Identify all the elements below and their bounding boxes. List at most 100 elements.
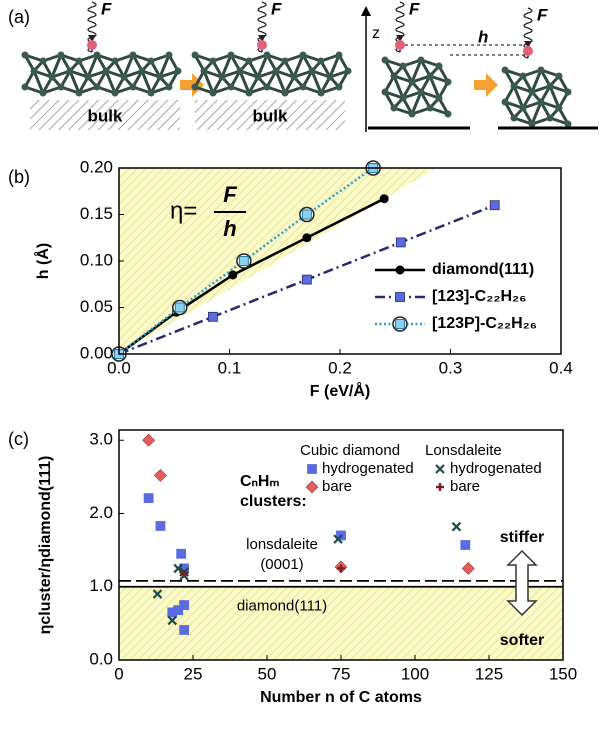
atom xyxy=(528,120,536,128)
atom xyxy=(546,82,554,90)
loaded-atom xyxy=(395,40,405,50)
x-tick-label: 75 xyxy=(332,664,351,683)
bond xyxy=(428,75,441,99)
y-tick-label: 0.10 xyxy=(80,250,113,269)
point xyxy=(392,316,408,332)
legend-label: diamond(111) xyxy=(432,261,534,278)
atom xyxy=(435,62,443,70)
force-arrowhead xyxy=(524,41,532,48)
x-tick-label: 125 xyxy=(475,664,503,683)
point xyxy=(333,534,343,544)
atom xyxy=(381,88,389,96)
point xyxy=(460,540,471,550)
point-core xyxy=(174,302,185,313)
y-tick-label: 1.0 xyxy=(89,576,113,595)
atom xyxy=(281,57,289,65)
atom xyxy=(444,110,452,118)
point xyxy=(395,292,405,302)
atom xyxy=(555,104,563,112)
atom xyxy=(435,94,443,102)
atom xyxy=(326,73,334,81)
atom xyxy=(426,104,434,112)
point xyxy=(172,299,188,316)
legend-group: Cubic diamond xyxy=(300,442,400,459)
y-tick-label: 0.05 xyxy=(80,297,113,316)
point xyxy=(155,521,166,531)
point xyxy=(152,589,163,599)
atom xyxy=(66,67,74,75)
lattice xyxy=(191,51,352,97)
point xyxy=(435,464,445,474)
point xyxy=(436,483,444,491)
point xyxy=(301,274,312,285)
x-tick-label: 25 xyxy=(184,664,203,683)
atom xyxy=(39,57,47,65)
x-tick-label: 100 xyxy=(401,664,429,683)
bulk-label: bulk xyxy=(253,106,288,125)
panel-label: (a) xyxy=(8,7,30,27)
atom xyxy=(537,98,545,106)
point xyxy=(208,311,218,322)
point xyxy=(154,468,167,482)
atom xyxy=(564,88,572,96)
legend-label: bare xyxy=(450,478,480,495)
stiff-region xyxy=(119,168,437,354)
bond xyxy=(104,70,117,94)
atom xyxy=(390,104,398,112)
atom xyxy=(30,67,38,75)
bond xyxy=(68,70,81,94)
region-label: stiffer xyxy=(500,529,544,546)
x-tick-label: 0.0 xyxy=(107,358,131,377)
atom xyxy=(254,73,262,81)
force-arrowhead xyxy=(88,35,96,42)
atom xyxy=(444,78,452,86)
atom xyxy=(165,51,173,59)
atom xyxy=(21,51,29,59)
atom xyxy=(84,73,92,81)
atom xyxy=(93,51,101,59)
legend-title: CₙHₘ xyxy=(240,473,279,490)
atom xyxy=(381,56,389,64)
point xyxy=(142,433,156,447)
y-axis-label: h (Å) xyxy=(33,243,52,279)
atom xyxy=(501,66,509,74)
atom xyxy=(21,83,29,91)
lattice xyxy=(381,56,452,118)
atom xyxy=(218,73,226,81)
point xyxy=(173,605,184,616)
point xyxy=(228,270,238,280)
x-tick-label: 0.4 xyxy=(549,358,573,377)
z-label: z xyxy=(372,25,380,42)
panel-label: (c) xyxy=(8,429,29,449)
y-axis-label: ηcluster/ηdiamond(111) xyxy=(37,456,54,635)
point xyxy=(395,237,406,248)
h-label: h xyxy=(478,27,488,46)
bulk-label: bulk xyxy=(88,106,123,125)
atom xyxy=(417,56,425,64)
bond xyxy=(158,54,171,78)
atom xyxy=(174,67,182,75)
y-tick-label: 0.15 xyxy=(80,204,113,223)
plot-frame xyxy=(118,167,562,355)
atom xyxy=(156,73,164,81)
loaded-atom xyxy=(523,46,533,56)
atom xyxy=(335,83,343,91)
bond xyxy=(512,85,525,109)
legend-group: Lonsdaleite xyxy=(425,442,502,459)
atom xyxy=(510,82,518,90)
y-tick-label: 0.0 xyxy=(89,649,113,668)
atom xyxy=(317,57,325,65)
bond xyxy=(410,59,423,83)
legend-label: [123P]-C₂₂H₂₆ xyxy=(432,315,537,332)
force-arrowhead xyxy=(258,35,266,42)
atom xyxy=(111,89,119,97)
bond xyxy=(292,54,305,78)
reference-label: lonsdaleite xyxy=(246,536,318,553)
atom xyxy=(501,98,509,106)
atom xyxy=(408,78,416,86)
point-core xyxy=(395,319,405,329)
reference-label: diamond(111) xyxy=(237,598,327,615)
y-tick-label: 0.20 xyxy=(80,157,113,176)
atom xyxy=(75,57,83,65)
loaded-atom xyxy=(257,40,267,50)
